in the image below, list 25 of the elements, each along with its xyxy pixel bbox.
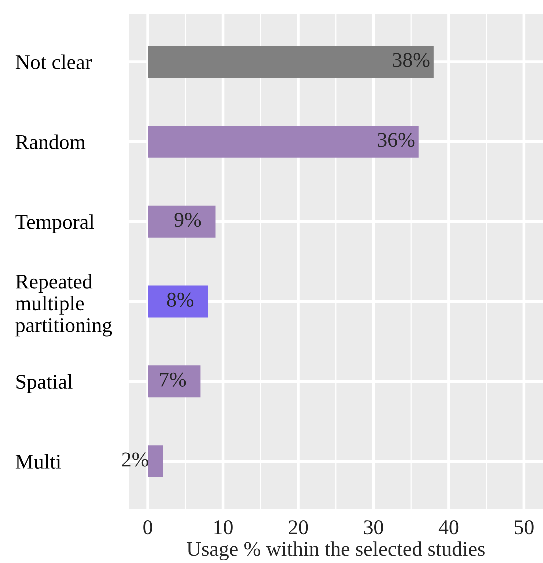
bar <box>148 206 216 238</box>
data-label: 8% <box>167 292 194 308</box>
y-tick-label: Repeated multiple partitioning <box>16 274 112 337</box>
data-label: 9% <box>174 212 202 228</box>
bar <box>148 46 434 78</box>
x-tick-label: 50 <box>514 520 534 535</box>
x-tick-label: 0 <box>144 520 152 535</box>
bar <box>148 286 208 318</box>
x-tick-label: 10 <box>214 520 233 535</box>
bar <box>148 126 419 158</box>
y-tick-label: Temporal <box>16 214 94 234</box>
y-tick-label: Random <box>16 134 86 150</box>
data-label: 36% <box>378 133 415 148</box>
bar <box>148 366 201 398</box>
data-label: 2% <box>122 452 148 467</box>
y-tick-label: Not clear <box>16 54 92 70</box>
data-label: 7% <box>160 372 186 387</box>
x-tick-label: 20 <box>289 520 308 535</box>
x-tick-label: 30 <box>364 520 384 535</box>
x-axis-title: Usage % within the selected studies <box>186 542 485 561</box>
x-tick-label: 40 <box>438 520 459 535</box>
y-tick-label: Spatial <box>16 374 73 394</box>
data-label: 38% <box>393 53 430 68</box>
bar <box>148 446 164 478</box>
y-tick-label: Multi <box>16 454 62 469</box>
